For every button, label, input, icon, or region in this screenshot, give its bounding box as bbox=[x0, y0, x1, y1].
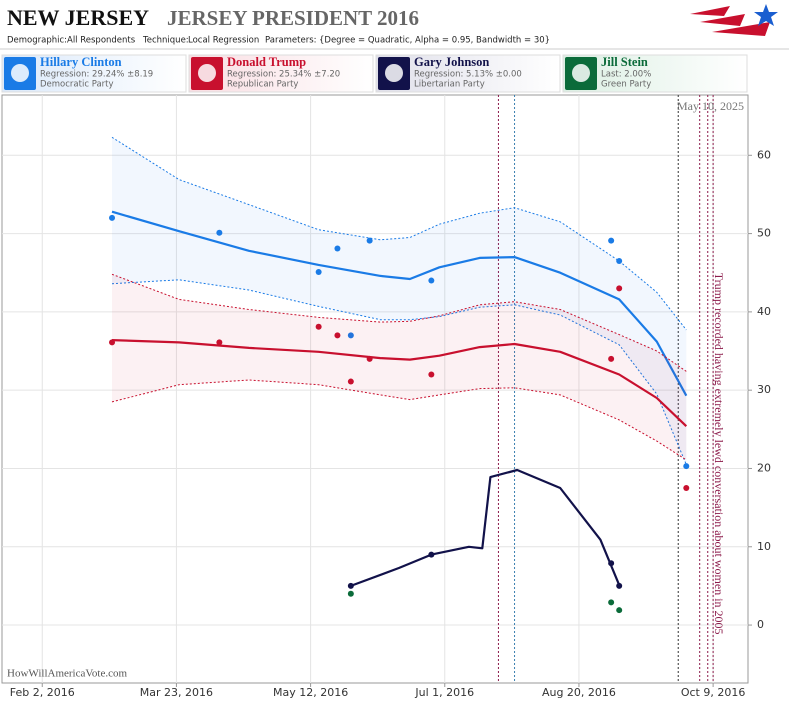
poll-point bbox=[428, 277, 435, 284]
poll-point bbox=[608, 355, 615, 362]
confidence-band bbox=[112, 274, 687, 460]
state-title: NEW JERSEY bbox=[7, 5, 149, 30]
legend-name: Gary Johnson bbox=[414, 55, 489, 69]
watermark: HowWillAmericaVote.com bbox=[7, 668, 127, 680]
band-edge bbox=[111, 379, 687, 461]
legend-summary: Regression: 25.34% ±7.20 bbox=[227, 70, 340, 80]
legend-summary: Regression: 5.13% ±0.00 bbox=[414, 70, 522, 80]
y-tick-label: 50 bbox=[757, 227, 771, 240]
x-tick-label: Oct 9, 2016 bbox=[681, 686, 746, 699]
poll-point bbox=[334, 332, 341, 339]
poll-point bbox=[347, 590, 354, 597]
y-tick-label: 20 bbox=[757, 461, 771, 474]
legend-party: Democratic Party bbox=[40, 80, 114, 90]
value: Local Regression bbox=[188, 36, 259, 46]
x-tick-label: Feb 2, 2016 bbox=[10, 686, 75, 699]
poll-point bbox=[109, 214, 116, 221]
legend-name: Hillary Clinton bbox=[40, 55, 122, 69]
trend-line bbox=[111, 210, 688, 397]
poll-point bbox=[347, 378, 354, 385]
y-tick-label: 60 bbox=[757, 148, 771, 161]
chart-title: JERSEY PRESIDENT 2016 bbox=[167, 6, 419, 30]
x-tick-label: Mar 23, 2016 bbox=[140, 686, 213, 699]
poll-point bbox=[366, 237, 373, 244]
band-edge bbox=[111, 136, 687, 331]
legend-party: Republican Party bbox=[227, 80, 298, 90]
poll-point bbox=[683, 463, 690, 470]
label: Demographic: bbox=[7, 36, 67, 46]
trend-line bbox=[111, 339, 688, 427]
poll-point bbox=[608, 237, 615, 244]
x-tick-label: May 12, 2016 bbox=[273, 686, 348, 699]
y-tick-label: 40 bbox=[757, 305, 771, 318]
poll-point bbox=[608, 599, 615, 606]
confidence-band bbox=[112, 137, 687, 465]
label: Parameters: bbox=[265, 36, 317, 46]
date-label: May 10, 2025 bbox=[677, 99, 744, 113]
legend-icon-glyph bbox=[11, 64, 29, 82]
legend-name: Jill Stein bbox=[601, 55, 648, 69]
label: Technique: bbox=[142, 36, 189, 46]
legend-icon-glyph bbox=[572, 64, 590, 82]
poll-point bbox=[616, 582, 623, 589]
plot-frame bbox=[1, 94, 749, 684]
logo bbox=[690, 4, 778, 36]
x-tick-label: Aug 20, 2016 bbox=[542, 686, 616, 699]
poll-point bbox=[428, 371, 435, 378]
poll-point bbox=[683, 485, 690, 492]
poll-point bbox=[616, 257, 623, 264]
legend-summary: Regression: 29.24% ±8.19 bbox=[40, 70, 153, 80]
poll-point bbox=[109, 339, 116, 346]
poll-point bbox=[428, 551, 435, 558]
legend-party: Libertarian Party bbox=[414, 80, 485, 90]
poll-point bbox=[216, 339, 223, 346]
poll-point bbox=[347, 332, 354, 339]
x-tick-label: Jul 1, 2016 bbox=[414, 686, 474, 699]
poll-point bbox=[608, 560, 615, 567]
poll-point bbox=[315, 268, 322, 275]
legend-party: Green Party bbox=[601, 80, 651, 90]
legend-summary: Last: 2.00% bbox=[601, 70, 651, 80]
poll-point bbox=[334, 245, 341, 252]
y-tick-label: 0 bbox=[757, 618, 764, 631]
band-edge bbox=[111, 279, 687, 465]
legend-name: Donald Trump bbox=[227, 55, 306, 69]
legend-icon-glyph bbox=[198, 64, 216, 82]
legend-icon-glyph bbox=[385, 64, 403, 82]
poll-point bbox=[616, 607, 623, 614]
y-tick-label: 10 bbox=[757, 540, 771, 553]
poll-point bbox=[315, 323, 322, 330]
poll-point bbox=[366, 355, 373, 362]
poll-point bbox=[216, 229, 223, 236]
value: All Respondents bbox=[67, 36, 136, 46]
trend-line bbox=[350, 468, 621, 587]
y-tick-label: 30 bbox=[757, 383, 771, 396]
poll-point bbox=[616, 285, 623, 292]
value: {Degree = Quadratic, Alpha = 0.95, Bandw… bbox=[319, 36, 550, 46]
band-edge bbox=[111, 273, 687, 372]
annotation: Trump recorded having extremely lewd con… bbox=[712, 273, 726, 635]
poll-point bbox=[347, 582, 354, 589]
